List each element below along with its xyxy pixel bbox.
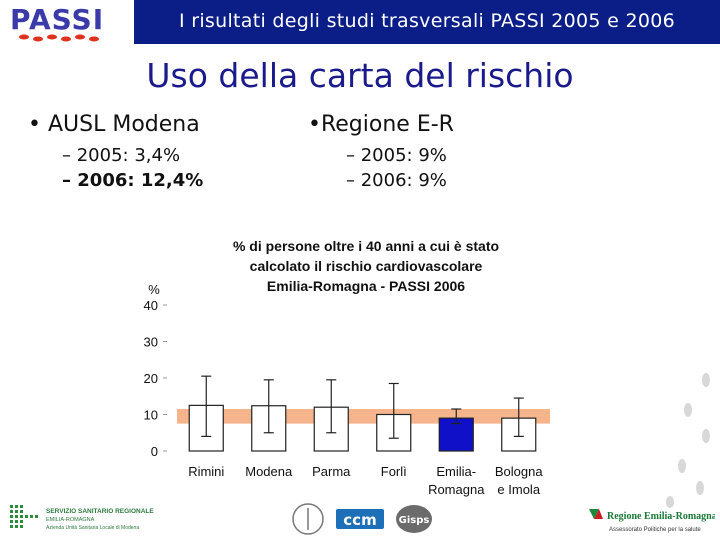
bullet-regione-er: •Regione E-R <box>308 112 454 137</box>
ccm-logo-text: ccm <box>343 511 376 529</box>
y-tick-label: 10 <box>144 408 158 423</box>
x-tick-label: Emilia- <box>436 464 476 479</box>
passi-logo: PASSI <box>10 3 104 42</box>
right-item-2005: – 2005: 9% <box>346 145 447 166</box>
y-tick-label: 40 <box>144 298 158 313</box>
left-column-ausl-modena: • AUSL Modena – 2005: 3,4% – 2006: 12,4% <box>28 112 203 191</box>
regione-er-logo: Regione Emilia-Romagna Assessorato Polit… <box>589 509 715 533</box>
y-tick-label: 30 <box>144 335 158 350</box>
y-tick-label: 20 <box>144 371 158 386</box>
footer-right-line-1: Regione Emilia-Romagna <box>607 511 715 522</box>
footer-left-line-2: EMILIA-ROMAGNA <box>46 517 95 523</box>
x-tick-label: e Imola <box>497 482 540 497</box>
chart-title-line: % di persone oltre i 40 anni a cui è sta… <box>233 238 499 254</box>
iss-seal-icon <box>292 503 324 535</box>
header-title: I risultati degli studi trasversali PASS… <box>178 10 676 32</box>
y-axis-label: % <box>148 282 160 297</box>
x-tick-label: Modena <box>245 464 293 479</box>
ssr-logo-grid-icon <box>10 505 38 528</box>
passi-logo-text: PASSI <box>10 3 104 36</box>
gisps-logo-icon <box>396 505 432 533</box>
footer: SERVIZIO SANITARIO REGIONALE EMILIA-ROMA… <box>0 495 720 540</box>
bar-chart: % di persone oltre i 40 anni a cui è sta… <box>144 238 550 497</box>
gisps-logo-text: Gisps <box>399 515 430 526</box>
x-tick-label: Rimini <box>188 464 224 479</box>
footer-left-line-3: Azienda Unità Sanitaria Locale di Modena <box>46 525 139 531</box>
x-tick-label: Forlì <box>381 464 407 479</box>
footprints-icon <box>19 34 99 42</box>
x-tick-label: Romagna <box>428 482 485 497</box>
right-column-regione-er: •Regione E-R – 2005: 9% – 2006: 9% <box>308 112 454 191</box>
regione-er-emblem-icon <box>589 509 599 519</box>
x-tick-label: Parma <box>312 464 351 479</box>
ccm-logo-icon <box>336 509 384 529</box>
reference-band <box>177 409 550 424</box>
footprints-decoration-icon <box>666 373 710 508</box>
bullet-ausl-modena: • AUSL Modena <box>28 112 200 137</box>
ausl-modena-logo: SERVIZIO SANITARIO REGIONALE EMILIA-ROMA… <box>10 505 154 531</box>
x-tick-label: Bologna <box>495 464 543 479</box>
footer-left-line-1: SERVIZIO SANITARIO REGIONALE <box>46 508 154 515</box>
chart-title-line: calcolato il rischio cardiovascolare <box>250 258 483 274</box>
left-item-2005: – 2005: 3,4% <box>62 145 181 166</box>
right-item-2006: – 2006: 9% <box>346 170 447 191</box>
left-item-2006: – 2006: 12,4% <box>62 170 204 191</box>
center-logos: ccm Gisps <box>292 503 432 535</box>
header: PASSI I risultati degli studi trasversal… <box>0 0 720 44</box>
chart-title-line: Emilia-Romagna - PASSI 2006 <box>267 278 465 294</box>
title-bar: I risultati degli studi trasversali PASS… <box>134 0 720 44</box>
page-title: Uso della carta del rischio <box>146 56 574 95</box>
footer-right-line-2: Assessorato Politiche per la salute <box>609 527 701 533</box>
y-tick-label: 0 <box>151 444 158 459</box>
